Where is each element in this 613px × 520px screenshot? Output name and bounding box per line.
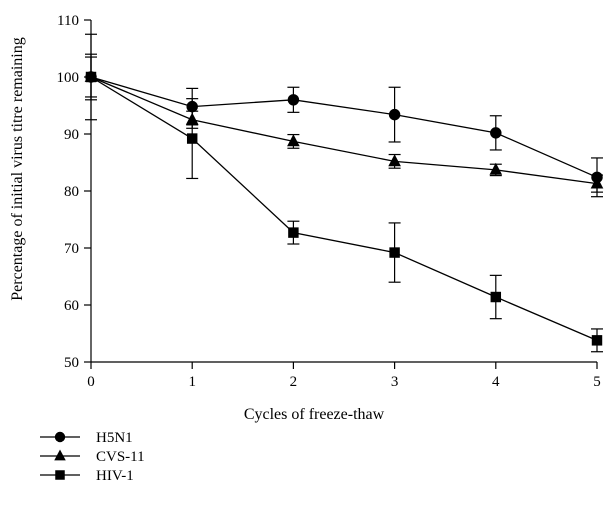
legend: H5N1 CVS-11 HIV-1 [40, 430, 145, 484]
data-point-hiv-1-5 [591, 335, 603, 346]
axes: 50 60 70 80 90 100 110 0 1 2 3 4 5 Percentage of in… [9, 13, 601, 423]
x-tick-label-3: 3 [391, 374, 399, 390]
legend-label-h5n1: H5N1 [96, 430, 133, 446]
legend-label-cvs-11: CVS-11 [96, 449, 145, 465]
series-hiv-1 [85, 33, 603, 353]
x-tick-label-4: 4 [492, 374, 500, 390]
y-tick-label-100: 100 [57, 70, 80, 86]
series-h5n1 [85, 53, 603, 198]
legend-item-hiv-1: HIV-1 [40, 468, 134, 484]
y-axis-title: Percentage of initial virus titre remain… [9, 37, 26, 300]
y-tick-label-70: 70 [64, 241, 79, 257]
legend-item-h5n1: H5N1 [40, 430, 133, 446]
x-ticks: 0 1 2 3 4 5 [87, 362, 601, 390]
legend-item-cvs-11: CVS-11 [40, 449, 145, 465]
y-tick-label-90: 90 [64, 127, 79, 143]
data-point-h5n1-4 [490, 127, 502, 139]
series-cvs-11 [84, 56, 604, 193]
legend-marker-hiv-1 [55, 470, 65, 480]
y-tick-label-50: 50 [64, 355, 79, 371]
data-point-cvs-11-4 [489, 162, 503, 175]
y-tick-label-80: 80 [64, 184, 79, 200]
data-point-hiv-1-3 [389, 247, 400, 258]
series-line-hiv-1 [90, 76, 598, 341]
x-tick-label-0: 0 [87, 374, 95, 390]
y-ticks: 50 60 70 80 90 100 110 [57, 13, 91, 371]
x-axis-title: Cycles of freeze-thaw [244, 406, 385, 423]
data-point-hiv-1-2 [288, 227, 299, 238]
x-tick-label-5: 5 [593, 374, 601, 390]
series-line-cvs-11 [90, 76, 598, 185]
x-tick-label-1: 1 [188, 374, 196, 390]
series-layer [84, 33, 604, 353]
legend-marker-h5n1 [54, 431, 66, 443]
data-point-hiv-1-1 [186, 133, 198, 144]
data-point-hiv-1-4 [490, 291, 502, 303]
y-tick-label-110: 110 [57, 13, 79, 29]
data-point-cvs-11-5 [590, 176, 604, 189]
data-point-h5n1-2 [287, 94, 300, 106]
series-line-h5n1 [90, 76, 598, 178]
data-point-cvs-11-2 [287, 134, 300, 147]
data-point-h5n1-3 [388, 108, 401, 121]
legend-marker-cvs-11 [54, 449, 66, 461]
legend-label-hiv-1: HIV-1 [96, 468, 134, 484]
y-tick-label-60: 60 [64, 298, 79, 314]
data-point-hiv-1-0 [85, 71, 97, 83]
data-point-cvs-11-3 [388, 154, 401, 167]
x-tick-label-2: 2 [290, 374, 298, 390]
